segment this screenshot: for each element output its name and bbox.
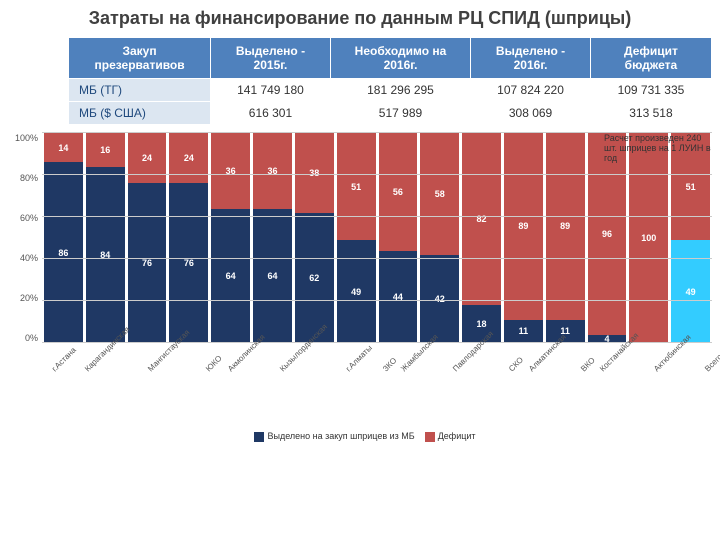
- bar: 6238: [295, 133, 334, 343]
- table-cell: 313 518: [590, 102, 711, 125]
- table-cell: 141 749 180: [211, 79, 331, 102]
- bar-segment: 49: [337, 240, 376, 343]
- bar-segment: 89: [504, 133, 543, 320]
- bar: 7624: [169, 133, 208, 343]
- bar: 1189: [504, 133, 543, 343]
- y-tick-label: 100%: [8, 133, 38, 143]
- bar-segment: 14: [44, 133, 83, 162]
- chart-legend: Выделено на закуп шприцев из МБ Дефицит: [8, 431, 712, 442]
- table-header: Дефицит бюджета: [590, 38, 711, 79]
- table-cell: 107 824 220: [471, 79, 591, 102]
- bar-segment: 24: [169, 133, 208, 183]
- bar-segment: 49: [671, 240, 710, 343]
- bar: 8614: [44, 133, 83, 343]
- bar: 6436: [211, 133, 250, 343]
- bar: 4951: [671, 133, 710, 343]
- x-axis-labels: г.АстанаКарагандинскаяМангистаускаяЮКОАк…: [42, 347, 712, 397]
- bar-segment: 16: [86, 133, 125, 167]
- table-cell: 308 069: [471, 102, 591, 125]
- y-tick-label: 80%: [8, 173, 38, 183]
- bar-segment: 56: [379, 133, 418, 251]
- bar-segment: 89: [546, 133, 585, 320]
- table-row: МБ ($ США)616 301517 989308 069313 518: [69, 102, 712, 125]
- legend-swatch: [254, 432, 264, 442]
- bar: 496: [588, 133, 627, 343]
- bar-segment: 36: [211, 133, 250, 209]
- bar: 4951: [337, 133, 376, 343]
- bar-segment: 42: [420, 255, 459, 343]
- table-header: Выделено - 2015г.: [211, 38, 331, 79]
- bar-segment: 76: [169, 183, 208, 343]
- bar-segment: 58: [420, 133, 459, 255]
- row-label: МБ (ТГ): [69, 79, 211, 102]
- row-label: МБ ($ США): [69, 102, 211, 125]
- bar: 7624: [128, 133, 167, 343]
- y-tick-label: 20%: [8, 293, 38, 303]
- bar-segment: 38: [295, 133, 334, 213]
- bar-segment: 62: [295, 213, 334, 343]
- y-tick-label: 40%: [8, 253, 38, 263]
- table-row: МБ (ТГ)141 749 180181 296 295107 824 220…: [69, 79, 712, 102]
- chart-note: Расчет произведен 240 шт. шприцев на 1 Л…: [604, 133, 714, 163]
- y-tick-label: 0%: [8, 333, 38, 343]
- bar: 1882: [462, 133, 501, 343]
- bar-segment: 24: [128, 133, 167, 183]
- bar-segment: 100: [629, 133, 668, 343]
- bar-segment: 84: [86, 167, 125, 343]
- funding-table: Закуп презервативовВыделено - 2015г.Необ…: [68, 37, 712, 125]
- table-header: Необходимо на 2016г.: [330, 38, 470, 79]
- legend-label: Выделено на закуп шприцев из МБ: [267, 431, 414, 441]
- x-tick-label: Всего по РК: [703, 336, 720, 403]
- y-tick-label: 60%: [8, 213, 38, 223]
- table-header: Закуп презервативов: [69, 38, 211, 79]
- table-cell: 616 301: [211, 102, 331, 125]
- bar-segment: 86: [44, 162, 83, 343]
- stacked-bar-chart: 0%20%40%60%80%100% 861484167624762464366…: [8, 133, 712, 343]
- bar: 100: [629, 133, 668, 343]
- bar-segment: 51: [337, 133, 376, 240]
- grid-line: [42, 216, 712, 217]
- grid-line: [42, 174, 712, 175]
- table-cell: 109 731 335: [590, 79, 711, 102]
- bar-segment: 76: [128, 183, 167, 343]
- bar: 4456: [379, 133, 418, 343]
- table-header: Выделено - 2016г.: [471, 38, 591, 79]
- table-cell: 181 296 295: [330, 79, 470, 102]
- bar: 6436: [253, 133, 292, 343]
- bar-segment: 64: [211, 209, 250, 343]
- plot-area: 8614841676247624643664366238495144564258…: [42, 133, 712, 343]
- bar: 8416: [86, 133, 125, 343]
- bar-segment: 11: [504, 320, 543, 343]
- bar: 1189: [546, 133, 585, 343]
- bar-segment: 82: [462, 133, 501, 305]
- page-title: Затраты на финансирование по данным РЦ С…: [8, 8, 712, 29]
- bar-segment: 64: [253, 209, 292, 343]
- grid-line: [42, 258, 712, 259]
- legend-label: Дефицит: [438, 431, 476, 441]
- legend-swatch: [425, 432, 435, 442]
- table-cell: 517 989: [330, 102, 470, 125]
- y-axis: 0% 20% 40% 60% 80% 100%: [8, 133, 38, 343]
- bar-segment: 44: [379, 251, 418, 343]
- bar-segment: 36: [253, 133, 292, 209]
- bar-segment: 96: [588, 133, 627, 335]
- bar: 4258: [420, 133, 459, 343]
- grid-line: [42, 300, 712, 301]
